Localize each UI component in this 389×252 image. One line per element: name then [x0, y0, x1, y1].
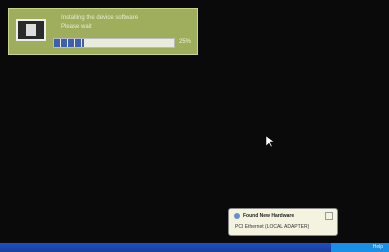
notification-balloon[interactable]: Found New Hardware PCI Ethernet (LOCAL A…	[228, 208, 338, 236]
balloon-text: PCI Ethernet (LOCAL ADAPTER)	[235, 224, 309, 230]
desktop-screen: Installing the device software Please wa…	[0, 0, 389, 252]
taskbar: Help	[0, 243, 389, 252]
balloon-title: Found New Hardware	[243, 213, 294, 219]
popup-subtitle: Please wait	[61, 24, 92, 30]
balloon-icon	[234, 213, 240, 219]
progress-popup: Installing the device software Please wa…	[8, 8, 198, 55]
tray-label[interactable]: Help	[373, 244, 383, 250]
mouse-cursor	[266, 136, 274, 148]
progress-fill	[54, 39, 84, 47]
system-tray: Help	[331, 243, 389, 252]
popup-title: Installing the device software	[61, 15, 138, 21]
progress-label: 25%	[179, 39, 191, 45]
device-icon	[16, 19, 46, 41]
balloon-close[interactable]	[325, 212, 333, 220]
progress-bar	[53, 38, 175, 48]
